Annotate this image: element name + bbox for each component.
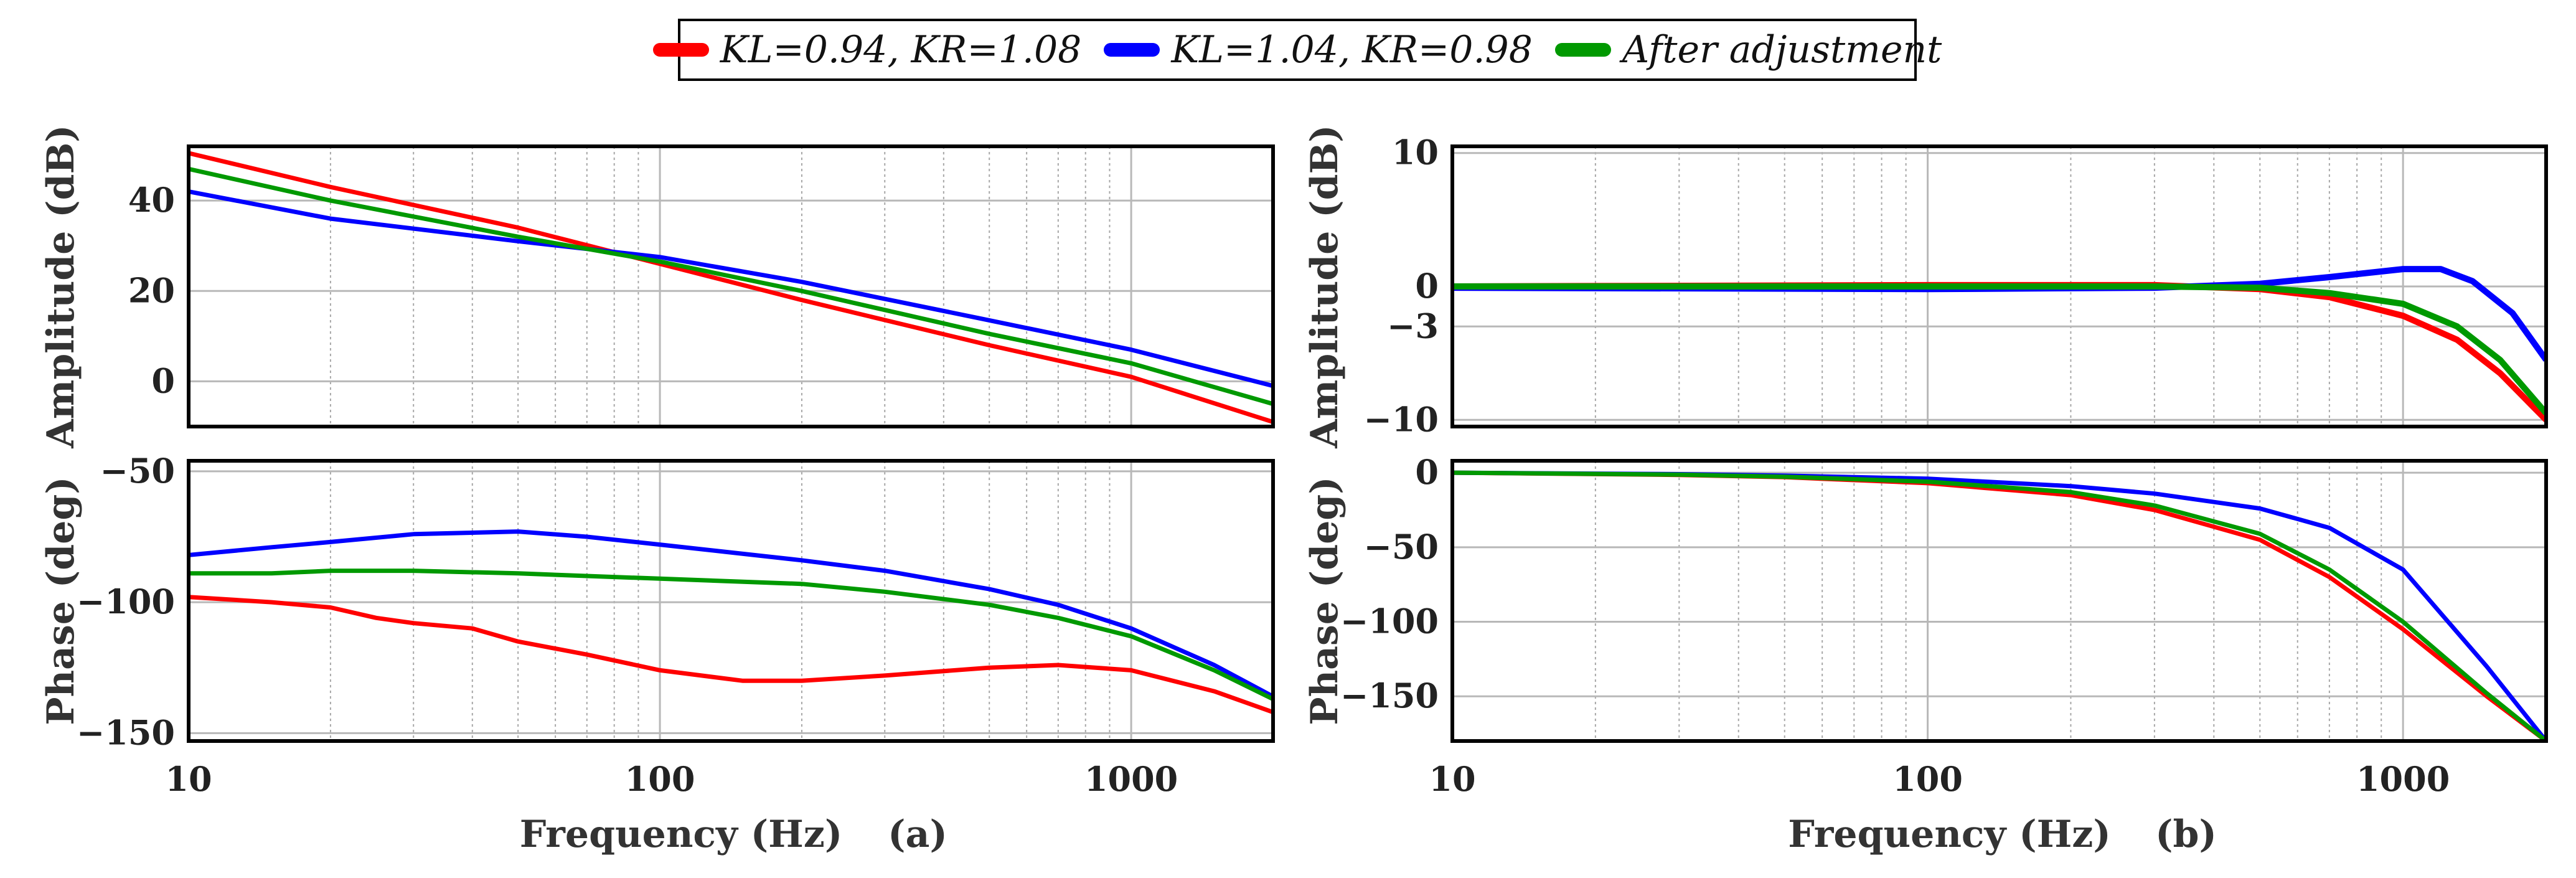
b-amplitude-plot: −10 −30 10 Amplitude (dB) [1303,125,2548,449]
b-phase-plot: −150 −100 −50 0 Phase (deg) 10 100 1000 Frequenc… [1303,452,2548,856]
series-line-3 [1452,470,2546,741]
x-axis-label: Frequency (Hz) [1788,813,2111,856]
y-tick-label: −50 [1364,527,1439,567]
x-tick-label: 100 [1892,759,1963,799]
series-line-1 [1452,281,2546,422]
panel-caption: (a) [888,813,947,856]
y-tick-label: −150 [77,712,175,752]
y-axis-label: Amplitude (dB) [39,125,83,448]
legend-swatch [1554,43,1611,57]
series-line-3 [1452,283,2546,415]
x-axis-label: Frequency (Hz) [520,813,843,856]
y-tick-label: −50 [100,451,175,491]
legend-label: KL=0.94, KR=1.08 [720,28,1082,72]
y-tick-label: −150 [1340,676,1439,715]
legend: KL=0.94, KR=1.08 KL=1.04, KR=0.98 After ad… [652,19,1942,81]
legend-swatch [1104,43,1160,57]
y-axis-label: Phase (deg) [1303,476,1347,725]
x-tick-label: 10 [165,759,212,799]
a-amplitude-plot: 0 20 40 Amplitude (dB) [39,125,1275,449]
x-tick-label: 1000 [1084,759,1178,799]
y-tick-label: −100 [77,582,175,621]
y-tick-label: 40 [128,180,175,220]
y-axis-label: Phase (deg) [39,476,83,725]
series-line-1 [189,151,1273,425]
legend-label: After adjustment [1622,28,1942,72]
y-axis-label: Amplitude (dB) [1303,125,1347,448]
panel-caption: (b) [2155,813,2217,856]
series-line-1 [189,595,1273,714]
legend-swatch [652,43,709,57]
x-tick-label: 10 [1429,759,1475,799]
plot-frame [1450,459,2548,743]
y-tick-label: 20 [128,270,175,310]
plot-frame [187,459,1275,743]
legend-item: KL=1.04, KR=0.98 [1104,28,1533,72]
series-line-2 [189,529,1273,699]
y-tick-label: 10 [1392,133,1439,172]
legend-item: After adjustment [1554,28,1942,72]
series-line-3 [189,166,1273,407]
y-tick-label: −10 [1364,399,1439,439]
y-tick-label: −3 [1387,306,1439,346]
legend-label: KL=1.04, KR=0.98 [1171,28,1533,72]
x-tick-label: 100 [625,759,695,799]
a-phase-plot: −150 −100 −50 Phase (deg) 10 100 1000 Frequency… [39,451,1275,856]
plot-frame [187,144,1275,428]
legend-item: KL=0.94, KR=1.08 [652,28,1082,72]
plot-frame [1450,144,2548,428]
series-line-3 [189,569,1273,701]
y-tick-label: 0 [1415,266,1439,306]
y-tick-label: 0 [1415,452,1439,492]
x-tick-label: 1000 [2356,759,2450,799]
y-tick-label: 0 [151,361,175,400]
y-tick-label: −100 [1340,602,1439,641]
series-line-2 [189,189,1273,389]
